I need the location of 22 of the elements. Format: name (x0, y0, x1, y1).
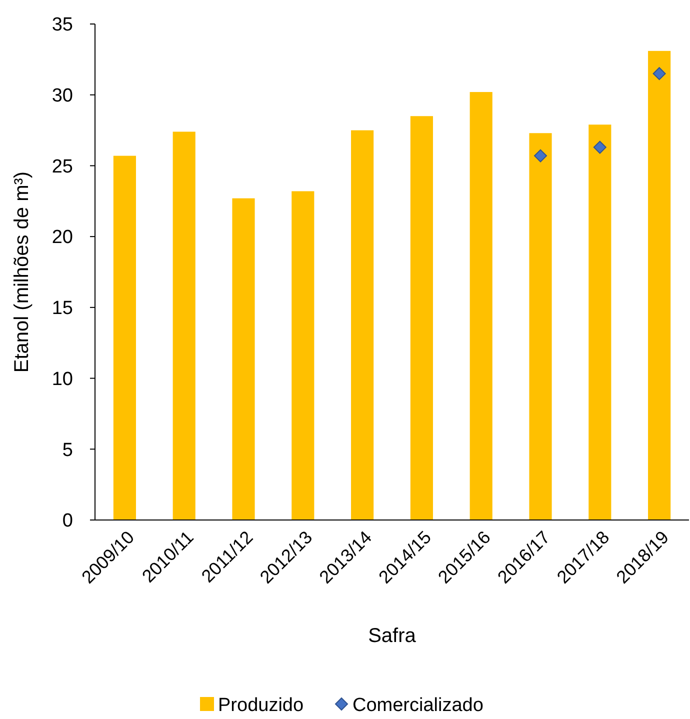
x-axis-title: Safra (368, 625, 417, 647)
bar (529, 133, 552, 520)
bar (292, 191, 314, 520)
y-tick-label: 0 (62, 510, 73, 532)
y-tick-label: 35 (52, 14, 73, 36)
y-tick-label: 25 (52, 156, 73, 178)
bar (172, 132, 196, 520)
bar (588, 124, 612, 520)
y-tick-label: 10 (52, 368, 73, 390)
legend-label: Produzido (218, 695, 304, 716)
y-tick-label: 30 (52, 86, 73, 107)
y-tick-label: 15 (52, 298, 73, 320)
bar (470, 92, 492, 520)
bar (648, 50, 671, 520)
bar (232, 198, 255, 520)
bar (351, 130, 374, 520)
bar (410, 116, 433, 520)
y-axis-title: Etanol (milhões de m³) (11, 171, 33, 373)
y-tick-label: 5 (62, 440, 73, 461)
y-tick-label: 20 (52, 227, 73, 248)
bar (113, 156, 136, 520)
legend-label: Comercializado (352, 695, 484, 716)
